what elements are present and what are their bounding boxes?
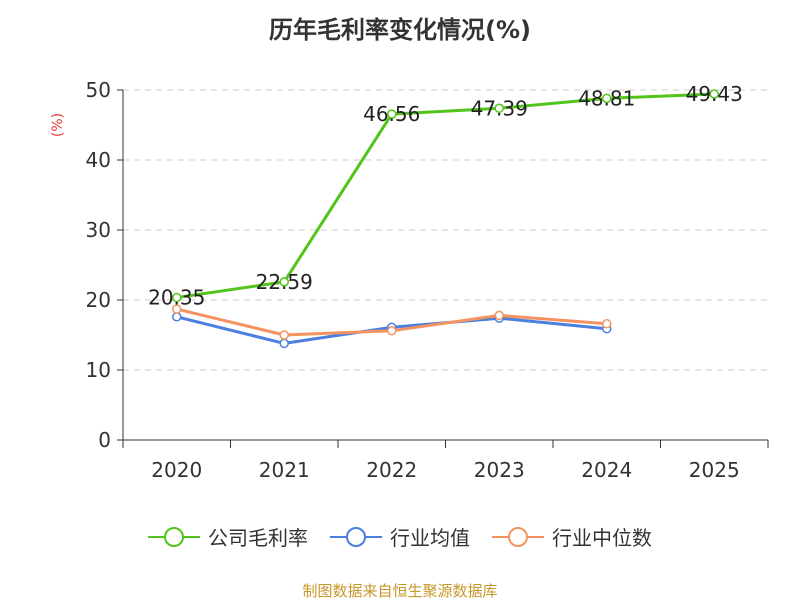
y-tick-label: 20 [86,288,111,312]
data-point [602,93,612,104]
source-note: 制图数据来自恒生聚源数据库 [302,582,498,600]
label-layer: 20.35 22.59 46.56 47.39 48.81 49.43 [148,82,743,310]
x-tick-label: 2023 [474,458,525,482]
y-tick-label: 10 [86,358,111,382]
y-tick-label: 50 [86,78,111,102]
data-point [172,292,182,303]
legend-marker-industry-mean [330,526,382,547]
x-tick-label: 2024 [581,458,632,482]
y-tick-label: 0 [98,428,111,452]
y-axis-label: (%) [50,113,66,137]
data-point [387,326,397,336]
data-label: 47.39 [471,96,528,120]
legend-item-industry-median[interactable]: 行业中位数 [492,522,652,551]
x-tick-label: 2021 [259,458,310,482]
data-point [172,312,182,322]
series-layer [172,89,719,349]
x-tick-label: 2022 [366,458,417,482]
y-tick-label: 30 [86,218,111,242]
axis-layer: 0 10 20 30 40 50 2020 2021 2022 2023 2024 2025 [86,78,769,482]
data-point [279,330,289,340]
data-label: 49.43 [686,82,743,106]
chart-title: 历年毛利率变化情况(%) [269,16,531,44]
data-label: 46.56 [363,102,420,126]
data-point [494,103,504,114]
data-point [172,304,182,314]
legend-item-company[interactable]: 公司毛利率 [148,522,308,551]
data-point [709,89,719,99]
data-point [602,319,612,329]
data-label: 22.59 [256,270,313,294]
data-label: 48.81 [578,86,635,110]
legend-label-industry-median: 行业中位数 [552,526,652,550]
data-label: 20.35 [148,286,205,310]
legend-item-industry-mean[interactable]: 行业均值 [330,522,470,551]
y-tick-label: 40 [86,148,111,172]
legend: 公司毛利率 行业均值 行业中位数 [0,522,800,551]
data-point [494,310,504,321]
x-tick-label: 2025 [689,458,740,482]
legend-label-industry-mean: 行业均值 [390,526,470,550]
legend-marker-company [148,526,200,547]
data-point [387,109,397,119]
legend-label-company: 公司毛利率 [208,526,308,550]
x-tick-label: 2020 [151,458,202,482]
data-point [279,338,289,349]
series-line [176,92,715,300]
data-point [279,277,289,287]
grid-layer [123,89,768,371]
legend-marker-industry-median [492,526,544,547]
